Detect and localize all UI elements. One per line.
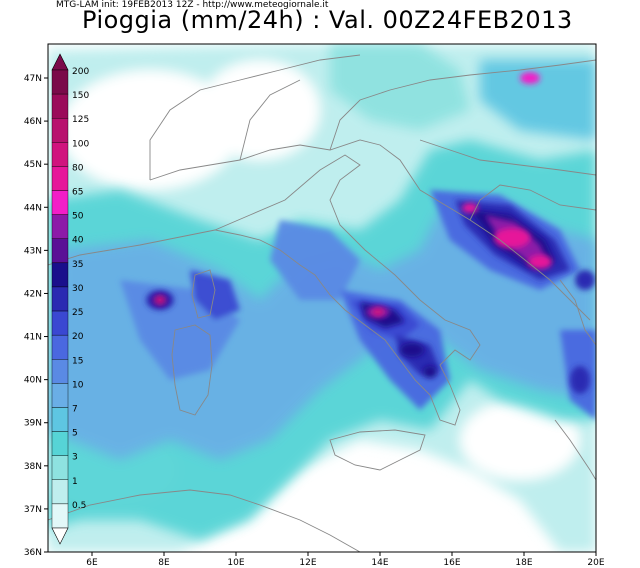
- legend-swatch: [51, 503, 69, 529]
- legend-label: 65: [72, 188, 83, 198]
- legend-swatch: [51, 431, 69, 456]
- legend-label: 50: [72, 212, 84, 222]
- legend-label: 20: [72, 332, 84, 342]
- legend-label: 15: [72, 356, 83, 366]
- longitude-label: 10E: [227, 558, 244, 568]
- legend-label: 35: [72, 260, 83, 270]
- latitude-label: 46N: [24, 117, 42, 127]
- precipitation-field: [48, 44, 596, 552]
- legend-label: 0.5: [72, 501, 86, 511]
- legend-swatch: [51, 286, 69, 312]
- longitude-label: 14E: [371, 558, 388, 568]
- legend-label: 125: [72, 115, 89, 125]
- legend-label: 7: [72, 404, 78, 414]
- legend-swatch: [51, 190, 69, 215]
- longitude-label: 16E: [443, 558, 460, 568]
- legend-swatch: [51, 383, 69, 408]
- legend-swatch: [51, 479, 69, 505]
- legend-label: 100: [72, 139, 89, 149]
- legend-swatch: [51, 238, 69, 264]
- coastlines-borders: [48, 54, 596, 552]
- legend-label: 25: [72, 308, 83, 318]
- legend-swatch: [51, 407, 69, 432]
- longitude-labels: 6E 8E 10E 12E 14E 16E 18E 20E: [86, 552, 605, 568]
- legend-swatch: [51, 262, 69, 288]
- latitude-label: 42N: [24, 289, 42, 299]
- legend-swatch: [51, 214, 69, 239]
- longitude-label: 8E: [158, 558, 170, 568]
- legend-label: 150: [72, 91, 89, 101]
- latitude-label: 39N: [24, 419, 42, 429]
- longitude-label: 20E: [587, 558, 604, 568]
- map-frame: [47, 43, 597, 553]
- legend-label: 10: [72, 380, 84, 390]
- latitude-label: 43N: [24, 246, 42, 256]
- legend-label: 3: [72, 453, 78, 463]
- legend-swatch: [51, 118, 69, 143]
- legend-arrow-bottom: [51, 527, 69, 545]
- latitude-label: 37N: [24, 505, 42, 515]
- longitude-label: 12E: [299, 558, 316, 568]
- latitude-label: 38N: [24, 462, 42, 472]
- latitude-label: 47N: [24, 74, 42, 84]
- latitude-label: 44N: [24, 203, 42, 213]
- longitude-label: 6E: [86, 558, 98, 568]
- legend-swatch: [51, 310, 69, 336]
- legend-label: 1: [72, 477, 78, 487]
- latitude-label: 36N: [24, 548, 42, 558]
- legend-swatch: [51, 69, 69, 95]
- latitude-label: 45N: [24, 160, 42, 170]
- legend-swatch: [51, 455, 69, 480]
- legend-label: 80: [72, 163, 84, 173]
- legend-label: 40: [72, 236, 84, 246]
- legend-swatch: [51, 359, 69, 384]
- latitude-label: 41N: [24, 333, 42, 343]
- legend-label: 30: [72, 284, 84, 294]
- legend-label: 5: [72, 429, 78, 439]
- legend-label: 200: [72, 67, 89, 77]
- precipitation-legend: 200 150 125 100 80 65 50 40 35 30 25 20 15 10 7 5 3 1 0.5: [51, 53, 89, 545]
- page-title: Pioggia (mm/24h) : Val. 00Z24FEB2013: [82, 6, 573, 34]
- legend-swatch: [51, 142, 69, 167]
- latitude-labels: 47N 46N 45N 44N 43N 42N 41N 40N 39N 38N 37N 36N: [24, 74, 48, 558]
- model-info-line: MTG-LAM init: 19FEB2013 12Z - http://www…: [56, 0, 329, 10]
- latitude-label: 40N: [24, 376, 42, 386]
- legend-swatch: [51, 93, 69, 119]
- legend-swatch: [51, 334, 69, 360]
- longitude-label: 18E: [515, 558, 532, 568]
- legend-swatch: [51, 166, 69, 191]
